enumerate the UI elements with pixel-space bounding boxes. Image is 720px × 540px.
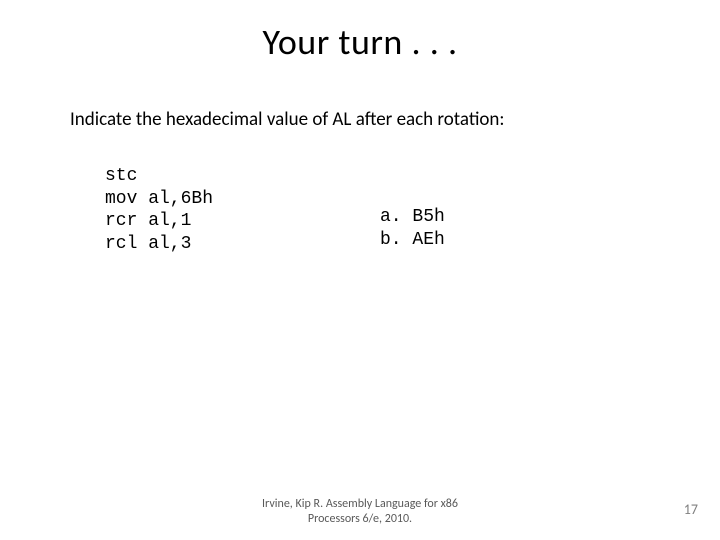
answer-a-label: a. — [380, 207, 402, 227]
slide-subtitle: Indicate the hexadecimal value of AL aft… — [70, 108, 670, 131]
citation-line-1: Irvine, Kip R. Assembly Language for x86 — [262, 497, 458, 511]
answer-a-value: B5h — [412, 207, 444, 227]
page-number: 17 — [684, 501, 698, 518]
code-line-4: rcl al,3 — [105, 234, 191, 254]
answer-b-label: b. — [380, 230, 402, 250]
slide-title: Your turn . . . — [0, 20, 720, 64]
code-line-3: rcr al,1 — [105, 211, 191, 231]
citation: Irvine, Kip R. Assembly Language for x86… — [0, 497, 720, 526]
code-line-1: stc — [105, 166, 137, 186]
code-block: stc mov al,6Bh rcr al,1 rcl al,3 — [105, 165, 213, 255]
code-line-2: mov al,6Bh — [105, 189, 213, 209]
citation-line-2: Processors 6/e, 2010. — [308, 512, 412, 526]
answer-b-value: AEh — [412, 230, 444, 250]
answers-block: a. B5h b. AEh — [380, 206, 445, 251]
slide: Your turn . . . Indicate the hexadecimal… — [0, 0, 720, 540]
